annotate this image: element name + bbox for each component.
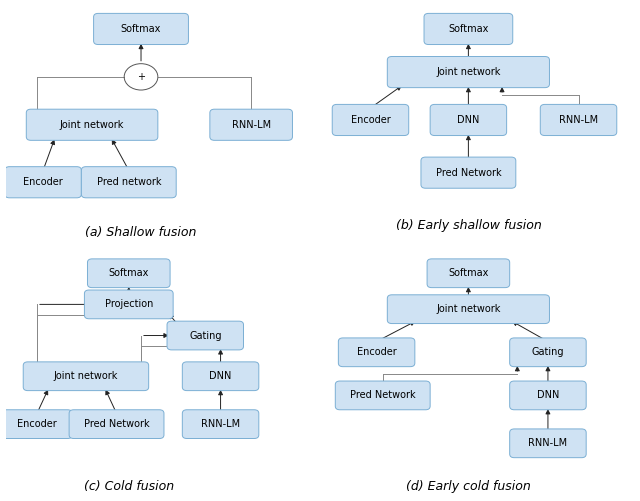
Text: Encoder: Encoder [23, 177, 63, 187]
Text: Joint network: Joint network [436, 304, 500, 314]
FancyBboxPatch shape [23, 362, 148, 391]
FancyBboxPatch shape [210, 109, 292, 140]
FancyBboxPatch shape [387, 295, 550, 324]
Text: Softmax: Softmax [109, 268, 149, 278]
Text: Softmax: Softmax [448, 24, 488, 34]
Text: Encoder: Encoder [17, 419, 57, 429]
FancyBboxPatch shape [5, 167, 81, 198]
FancyBboxPatch shape [167, 321, 243, 350]
FancyBboxPatch shape [182, 362, 259, 391]
Text: Encoder: Encoder [351, 115, 390, 125]
FancyBboxPatch shape [182, 410, 259, 438]
FancyBboxPatch shape [69, 410, 164, 438]
Text: RNN-LM: RNN-LM [232, 120, 271, 130]
Text: (b) Early shallow fusion: (b) Early shallow fusion [396, 219, 541, 232]
FancyBboxPatch shape [2, 410, 72, 438]
Text: (d) Early cold fusion: (d) Early cold fusion [406, 480, 531, 493]
Text: DNN: DNN [209, 371, 232, 381]
FancyBboxPatch shape [509, 429, 586, 458]
Text: (c) Cold fusion: (c) Cold fusion [84, 480, 174, 493]
FancyBboxPatch shape [93, 14, 188, 45]
FancyBboxPatch shape [332, 104, 409, 136]
Text: Joint network: Joint network [436, 67, 500, 77]
Text: Pred Network: Pred Network [350, 390, 415, 400]
Text: Encoder: Encoder [356, 347, 396, 357]
FancyBboxPatch shape [81, 167, 176, 198]
FancyBboxPatch shape [424, 14, 513, 45]
Text: Pred Network: Pred Network [436, 168, 501, 178]
FancyBboxPatch shape [540, 104, 617, 136]
Text: Pred network: Pred network [97, 177, 161, 187]
FancyBboxPatch shape [430, 104, 507, 136]
Text: Gating: Gating [532, 347, 564, 357]
Text: Pred Network: Pred Network [84, 419, 149, 429]
FancyBboxPatch shape [421, 157, 516, 188]
Text: +: + [137, 72, 145, 82]
FancyBboxPatch shape [427, 259, 509, 288]
FancyBboxPatch shape [88, 259, 170, 288]
FancyBboxPatch shape [339, 338, 415, 367]
Text: RNN-LM: RNN-LM [559, 115, 598, 125]
Text: RNN-LM: RNN-LM [529, 438, 568, 448]
Text: Gating: Gating [189, 331, 221, 341]
Text: Joint network: Joint network [54, 371, 118, 381]
Text: Softmax: Softmax [121, 24, 161, 34]
Text: Projection: Projection [104, 300, 153, 310]
FancyBboxPatch shape [26, 109, 158, 140]
FancyBboxPatch shape [509, 338, 586, 367]
FancyBboxPatch shape [387, 57, 550, 88]
Text: DNN: DNN [537, 390, 559, 400]
Text: Joint network: Joint network [60, 120, 124, 130]
Text: Softmax: Softmax [448, 268, 488, 278]
Text: (a) Shallow fusion: (a) Shallow fusion [85, 226, 196, 239]
Text: DNN: DNN [457, 115, 479, 125]
FancyBboxPatch shape [509, 381, 586, 410]
FancyBboxPatch shape [335, 381, 430, 410]
FancyBboxPatch shape [84, 290, 173, 319]
Text: RNN-LM: RNN-LM [201, 419, 240, 429]
